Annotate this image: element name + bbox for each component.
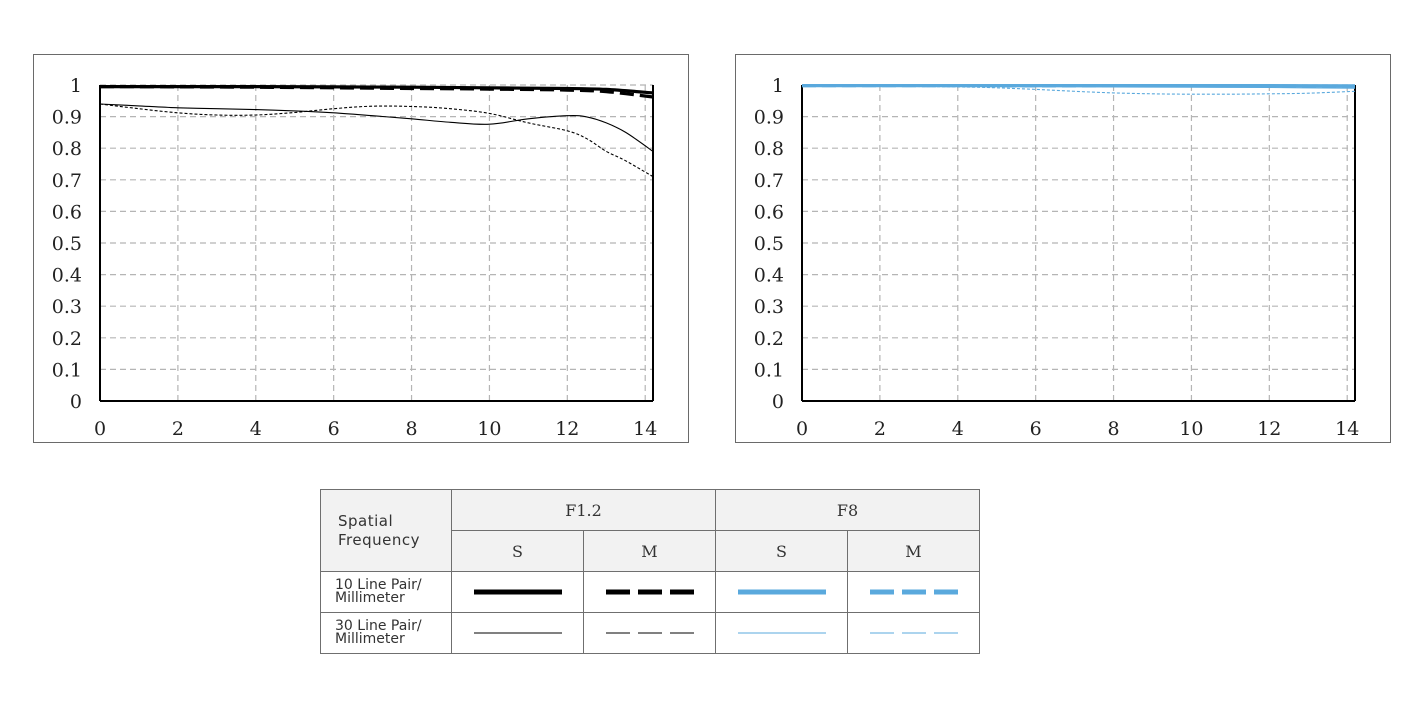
legend-swatch-svg bbox=[869, 632, 958, 634]
mtf-chart-f12: 0 0.1 0.2 0.3 0.4 0.5 0.6 0.7 0.8 0.9 1 0 2 4 6 8 10 12 14 bbox=[33, 54, 689, 443]
legend-sub-f12-m: M bbox=[583, 530, 716, 572]
x-tick-label: 4 bbox=[952, 418, 964, 440]
y-tick-label: 0.6 bbox=[754, 201, 784, 223]
x-tick-label: 6 bbox=[1030, 418, 1042, 440]
y-tick-label: 0.4 bbox=[52, 265, 82, 287]
y-tick-label: 0.1 bbox=[52, 359, 82, 381]
legend-swatch-30lp-f8-s bbox=[715, 612, 848, 654]
y-tick-label: 0.3 bbox=[754, 296, 784, 318]
y-tick-label: 1 bbox=[772, 75, 784, 97]
x-tick-label: 4 bbox=[250, 418, 262, 440]
x-tick-label: 6 bbox=[328, 418, 340, 440]
legend-aperture-f8: F8 bbox=[715, 489, 980, 531]
x-tick-label: 14 bbox=[633, 418, 657, 440]
mtf-chart-f12-plot: 00.10.20.30.40.50.60.70.80.910 2 4 6 8 10 12 14 bbox=[52, 75, 658, 440]
legend-row-label-30lp: 30 Line Pair/ Millimeter bbox=[320, 612, 452, 654]
legend-swatch-svg bbox=[605, 589, 694, 595]
y-tick-label: 0.5 bbox=[754, 233, 784, 255]
mtf-curve-10lp-m-f12 bbox=[99, 85, 654, 99]
y-tick-label: 0.4 bbox=[754, 265, 784, 287]
y-tick-label: 0 bbox=[772, 391, 784, 413]
y-tick-label: 0.9 bbox=[754, 107, 784, 129]
legend-swatch-10lp-f8-s bbox=[715, 571, 848, 613]
legend-swatch-10lp-f12-s bbox=[451, 571, 584, 613]
x-tick-label: 12 bbox=[555, 418, 579, 440]
legend-corner-line2: Frequency bbox=[338, 530, 420, 549]
y-tick-label: 0.2 bbox=[52, 328, 82, 350]
y-tick-label: 0.9 bbox=[52, 107, 82, 129]
legend-row-10lp-line2: Millimeter bbox=[335, 590, 405, 606]
x-tick-label: 2 bbox=[874, 418, 886, 440]
legend-corner-line1: Spatial bbox=[338, 511, 394, 530]
x-tick-label: 10 bbox=[477, 418, 501, 440]
y-tick-label: 0.8 bbox=[754, 138, 784, 160]
legend-swatch-svg bbox=[605, 632, 694, 634]
legend-swatch-svg bbox=[473, 589, 562, 595]
grid bbox=[802, 84, 1355, 401]
x-tick-label: 8 bbox=[1108, 418, 1120, 440]
grid bbox=[100, 84, 653, 401]
legend-swatch-30lp-f12-m bbox=[583, 612, 716, 654]
legend-row-30lp-line2: Millimeter bbox=[335, 631, 405, 647]
legend-aperture-f12: F1.2 bbox=[451, 489, 716, 531]
legend-swatch-10lp-f12-m bbox=[583, 571, 716, 613]
legend-sub-f8-s: S bbox=[715, 530, 848, 572]
legend-swatch-10lp-f8-m bbox=[847, 571, 980, 613]
y-tick-label: 0.2 bbox=[754, 328, 784, 350]
x-tick-label: 12 bbox=[1257, 418, 1281, 440]
mtf-chart-f8: 0 0.1 0.2 0.3 0.4 0.5 0.6 0.7 0.8 0.9 1 0 2 4 6 8 10 12 14 bbox=[735, 54, 1391, 443]
legend-table: Spatial Frequency F1.2 F8 S M S M 10 Lin… bbox=[320, 489, 980, 654]
x-tick-label: 10 bbox=[1179, 418, 1203, 440]
y-tick-label: 0 bbox=[70, 391, 82, 413]
y-tick-label: 0.1 bbox=[754, 359, 784, 381]
mtf-curve-30lp-s-f12 bbox=[99, 103, 654, 152]
legend-row-10lp-line1: 10 Line Pair/ bbox=[335, 577, 422, 593]
legend-swatch-30lp-f12-s bbox=[451, 612, 584, 654]
legend-row-30lp-line1: 30 Line Pair/ bbox=[335, 618, 422, 634]
legend-corner-label: Spatial Frequency bbox=[320, 489, 452, 572]
x-tick-label: 2 bbox=[172, 418, 184, 440]
mtf-chart-f8-plot: 00.10.20.30.40.50.60.70.80.910 2 4 6 8 10 12 14 bbox=[754, 75, 1360, 440]
legend-row-label-10lp: 10 Line Pair/ Millimeter bbox=[320, 571, 452, 613]
x-tick-label: 14 bbox=[1335, 418, 1359, 440]
mtf-curve-30lp-m-f12 bbox=[99, 103, 654, 178]
legend-swatch-svg bbox=[737, 589, 826, 595]
legend-swatch-svg bbox=[869, 589, 958, 595]
x-tick-label: 0 bbox=[94, 418, 106, 440]
legend-sub-f12-s: S bbox=[451, 530, 584, 572]
legend-swatch-30lp-f8-m bbox=[847, 612, 980, 654]
y-tick-label: 0.5 bbox=[52, 233, 82, 255]
y-tick-label: 1 bbox=[70, 75, 82, 97]
y-tick-label: 0.8 bbox=[52, 138, 82, 160]
x-tick-label: 0 bbox=[796, 418, 808, 440]
y-tick-label: 0.3 bbox=[52, 296, 82, 318]
y-tick-label: 0.7 bbox=[754, 170, 784, 192]
legend-swatch-svg bbox=[473, 632, 562, 634]
legend-sub-f8-m: M bbox=[847, 530, 980, 572]
y-tick-label: 0.6 bbox=[52, 201, 82, 223]
y-tick-label: 0.7 bbox=[52, 170, 82, 192]
x-tick-label: 8 bbox=[406, 418, 418, 440]
legend-swatch-svg bbox=[737, 632, 826, 634]
mtf-curve-30lp-m-f8 bbox=[801, 85, 1356, 95]
